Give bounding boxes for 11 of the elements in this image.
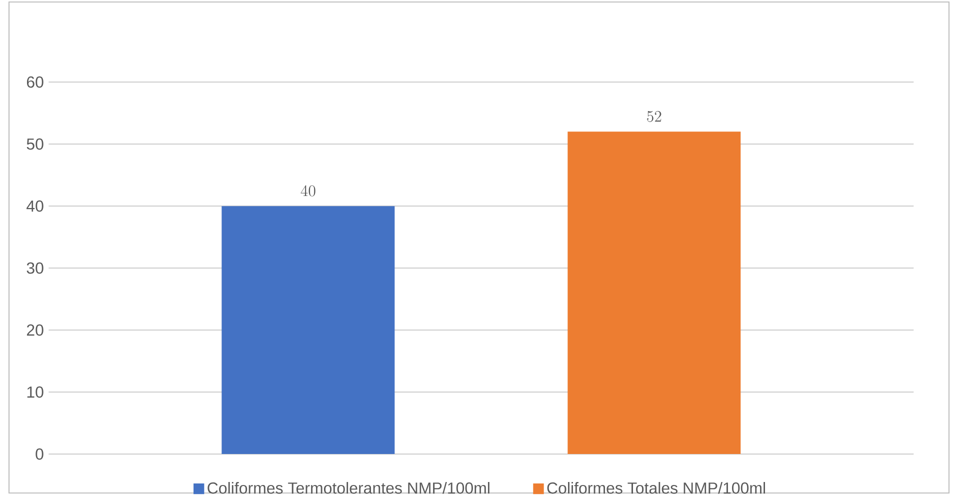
y-tick-label: 10 [27,386,44,398]
y-tick-label: 0 [36,448,44,460]
y-tick-label: 20 [26,324,44,336]
legend-label: Coliformes Termotolerantes NMP/100ml [208,482,490,494]
y-tick-label: 40 [26,200,44,212]
data-label: 52 [647,111,662,122]
y-tick-label: 60 [26,76,44,88]
data-label: 40 [300,185,316,196]
legend-label: Coliformes Totales NMP/100ml [547,482,766,494]
y-tick-label: 30 [26,262,44,274]
y-tick-label: 50 [26,138,44,150]
